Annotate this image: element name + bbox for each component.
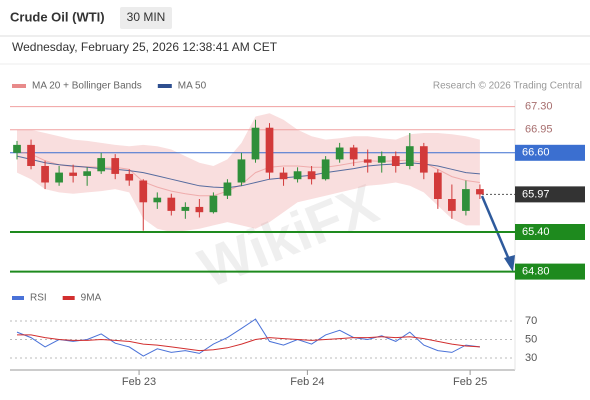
candle-body bbox=[167, 197, 176, 211]
candle-body bbox=[405, 146, 414, 166]
candle-body bbox=[335, 147, 344, 160]
level-box bbox=[515, 144, 585, 161]
candle-body bbox=[97, 158, 106, 172]
level-box bbox=[515, 224, 585, 240]
legend-label: 9MA bbox=[81, 293, 102, 304]
legend-swatch bbox=[62, 296, 75, 300]
candle-body bbox=[209, 195, 218, 213]
candle-body bbox=[13, 144, 21, 153]
level-label: 65.40 bbox=[522, 226, 550, 238]
legend-label: RSI bbox=[30, 293, 47, 304]
candle-body bbox=[111, 158, 120, 174]
candle-body bbox=[377, 156, 386, 163]
candle-body bbox=[321, 159, 330, 180]
candle-body bbox=[476, 189, 484, 195]
legend-swatch bbox=[12, 84, 26, 88]
candle-body bbox=[293, 171, 302, 180]
candle-body bbox=[462, 189, 470, 211]
candle-body bbox=[419, 146, 428, 173]
ma-line bbox=[16, 151, 480, 197]
legend-label: MA 50 bbox=[178, 81, 207, 92]
x-tick-label: Feb 25 bbox=[453, 376, 487, 388]
y-tick-label: 50 bbox=[525, 333, 537, 345]
y-tick-label: 30 bbox=[525, 352, 537, 364]
line-series bbox=[16, 318, 480, 357]
x-tick-label: Feb 24 bbox=[290, 376, 324, 388]
legend-label: MA 20 + Bollinger Bands bbox=[32, 81, 142, 92]
candle-body bbox=[41, 166, 49, 183]
candle-body bbox=[237, 159, 246, 183]
candle-body bbox=[83, 171, 92, 176]
timeframe-badge[interactable] bbox=[120, 7, 172, 29]
candle-body bbox=[448, 199, 456, 211]
candle-body bbox=[223, 182, 232, 196]
candle-body bbox=[363, 159, 372, 163]
candle-body bbox=[251, 127, 260, 160]
level-label: 65.97 bbox=[522, 188, 550, 200]
candle-body bbox=[139, 180, 148, 203]
candle-body bbox=[153, 197, 162, 203]
y-tick-label: 70 bbox=[525, 315, 537, 327]
level-label: 66.60 bbox=[522, 147, 550, 159]
candle-body bbox=[307, 171, 316, 180]
candle-body bbox=[391, 156, 400, 166]
chart-subtitle: Wednesday, February 25, 2026 12:38:41 AM… bbox=[12, 40, 278, 54]
credit: Research © 2026 Trading Central bbox=[433, 81, 582, 92]
ma-line bbox=[16, 155, 480, 189]
forecast-arrowhead bbox=[504, 255, 515, 272]
x-tick-label: Feb 23 bbox=[122, 376, 156, 388]
candle-body bbox=[433, 172, 442, 199]
line-series bbox=[17, 334, 480, 352]
candle-body bbox=[69, 172, 77, 176]
level-label: 64.80 bbox=[522, 266, 550, 278]
level-label: 66.95 bbox=[525, 124, 553, 136]
candle-body bbox=[181, 206, 190, 211]
candle-body bbox=[349, 147, 358, 160]
level-box bbox=[515, 263, 585, 280]
forecast-arrow bbox=[480, 195, 512, 263]
candle-body bbox=[265, 127, 274, 173]
candle-body bbox=[55, 172, 63, 183]
chart-title: Crude Oil (WTI) bbox=[10, 9, 105, 24]
level-box bbox=[515, 186, 585, 203]
bollinger-band bbox=[17, 113, 480, 232]
level-label: 67.30 bbox=[525, 101, 553, 113]
candle-body bbox=[125, 173, 134, 181]
candle-body bbox=[279, 172, 288, 180]
candle-body bbox=[195, 206, 204, 213]
timeframe-label: 30 MIN bbox=[127, 10, 166, 24]
legend-swatch bbox=[12, 296, 24, 300]
legend-swatch bbox=[157, 84, 172, 88]
candle-body bbox=[27, 144, 35, 166]
header-bar bbox=[0, 0, 590, 36]
